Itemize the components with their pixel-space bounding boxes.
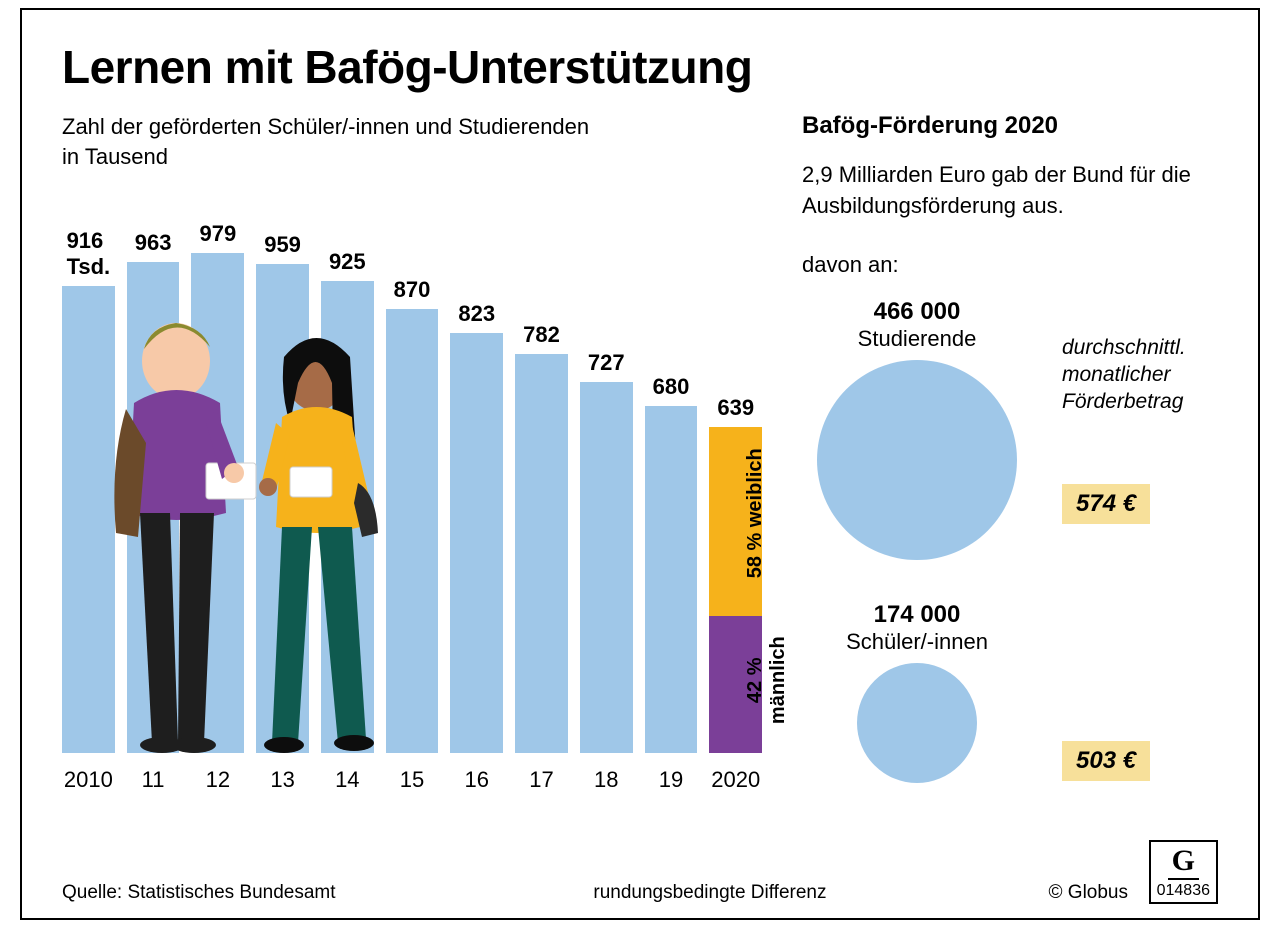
davon-label: davon an: <box>802 252 1218 278</box>
bar-rect <box>191 253 244 753</box>
left-column: Zahl der geförderten Schüler/-innen und … <box>62 112 762 824</box>
bar-value-label: 963 <box>135 230 172 256</box>
rounding-note: rundungsbedingte Differenz <box>593 882 826 904</box>
two-column-layout: Zahl der geförderten Schüler/-innen und … <box>62 112 1218 824</box>
x-axis-label: 16 <box>450 767 503 793</box>
globus-g-icon: G <box>1168 846 1199 880</box>
bar-rect <box>127 262 180 754</box>
right-description: 2,9 Milliarden Euro gab der Bund für die… <box>802 160 1218 222</box>
bar-rect <box>62 286 115 754</box>
subtitle-line2: in Tausend <box>62 144 168 169</box>
bar-value-label: 979 <box>199 221 236 247</box>
tsd-unit-label: Tsd. <box>67 254 111 280</box>
main-title: Lernen mit Bafög-Unterstützung <box>62 40 1218 94</box>
bar-19: 680 <box>645 374 698 753</box>
x-axis-label: 2010 <box>62 767 115 793</box>
group-students-row: 466 000 Studierende durchschnittl. monat… <box>802 298 1218 560</box>
x-axis-label: 18 <box>580 767 633 793</box>
group-pupils-row: 174 000 Schüler/-innen 503 € <box>802 592 1218 792</box>
bar-value-label: 959 <box>264 232 301 258</box>
bar-chart: 916Tsd. 963 979 959 925 870 823 782 727 680 639 20… <box>62 183 762 793</box>
bar-14: 925 <box>321 249 374 753</box>
x-axis-label: 13 <box>256 767 309 793</box>
bar-value-label: 782 <box>523 322 560 348</box>
source-label: Quelle: Statistisches Bundesamt <box>62 882 336 904</box>
bar-rect <box>580 382 633 753</box>
infographic-frame: Lernen mit Bafög-Unterstützung Zahl der … <box>20 8 1260 920</box>
bar-rect <box>256 264 309 754</box>
bar-rect <box>386 309 439 753</box>
bar-value-label: 870 <box>394 277 431 303</box>
bar-2010: 916Tsd. <box>62 228 115 754</box>
pupils-label: Schüler/-innen <box>846 629 988 655</box>
x-axis-label: 17 <box>515 767 568 793</box>
bar-11: 963 <box>127 230 180 754</box>
students-amount: 574 € <box>1062 484 1150 524</box>
bar-value-label: 823 <box>458 301 495 327</box>
pupils-circle <box>857 663 977 783</box>
students-circle <box>817 360 1017 560</box>
pupils-amount-col: 503 € <box>1062 603 1218 781</box>
avg-amount-label: durchschnittl. monatlicher Förderbetrag <box>1062 334 1218 416</box>
bar-value-label: 639 <box>717 395 754 421</box>
pupils-amount: 503 € <box>1062 741 1150 781</box>
bar-16: 823 <box>450 301 503 753</box>
bar-rect <box>515 354 568 753</box>
students-count: 466 000 <box>874 298 961 326</box>
students-label: Studierende <box>858 326 977 352</box>
spacer <box>1062 603 1218 733</box>
x-axis-label: 14 <box>321 767 374 793</box>
students-amount-col: durchschnittl. monatlicher Förderbetrag … <box>1062 334 1218 524</box>
footer: Quelle: Statistisches Bundesamt rundungs… <box>62 882 1218 904</box>
pupils-bubble-col: 174 000 Schüler/-innen <box>802 601 1032 783</box>
bar-rect <box>321 281 374 753</box>
bar-15: 870 <box>386 277 439 753</box>
globus-logo: G 014836 <box>1149 840 1218 904</box>
bar-value-label: 680 <box>653 374 690 400</box>
students-bubble-col: 466 000 Studierende <box>802 298 1032 560</box>
bar-value-label: 916Tsd. <box>67 228 111 280</box>
right-column: Bafög-Förderung 2020 2,9 Milliarden Euro… <box>802 112 1218 824</box>
bar-value-label: 727 <box>588 350 625 376</box>
copyright-label: © Globus <box>1049 882 1128 904</box>
right-heading: Bafög-Förderung 2020 <box>802 112 1218 140</box>
x-axis-label: 12 <box>191 767 244 793</box>
x-axis-label: 2020 <box>709 767 762 793</box>
gender-split-labels: 58 % weiblich 42 % männlich <box>744 419 790 749</box>
x-axis-label: 11 <box>127 767 180 793</box>
bar-13: 959 <box>256 232 309 754</box>
x-axis-label: 19 <box>645 767 698 793</box>
bar-rect <box>645 406 698 753</box>
bar-rect <box>450 333 503 753</box>
female-pct-label: 58 % weiblich <box>744 419 790 608</box>
bar-12: 979 <box>191 221 244 753</box>
chart-subtitle: Zahl der geförderten Schüler/-innen und … <box>62 112 762 171</box>
pupils-count: 174 000 <box>874 601 961 629</box>
bar-18: 727 <box>580 350 633 753</box>
subtitle-line1: Zahl der geförderten Schüler/-innen und … <box>62 114 589 139</box>
x-axis-label: 15 <box>386 767 439 793</box>
bar-17: 782 <box>515 322 568 753</box>
bar-value-label: 925 <box>329 249 366 275</box>
male-pct-label: 42 % männlich <box>744 612 790 749</box>
infographic-id: 014836 <box>1157 882 1210 900</box>
